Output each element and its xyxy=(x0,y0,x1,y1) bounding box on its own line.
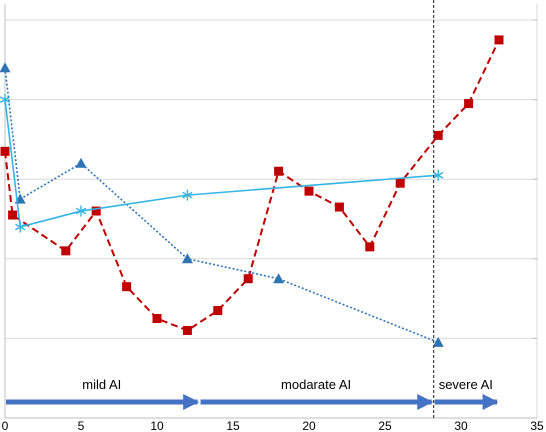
series-line xyxy=(4,67,439,344)
data-point-triangle xyxy=(273,273,285,284)
data-point-square xyxy=(61,246,71,256)
data-point-square xyxy=(334,202,344,212)
severity-label: modarate AI xyxy=(281,377,351,392)
series-line xyxy=(4,39,500,332)
data-point-triangle xyxy=(75,157,87,168)
x-tick-label: 5 xyxy=(78,419,85,432)
asterisk-stroke xyxy=(15,223,26,231)
square-series xyxy=(0,35,504,335)
annotations: mild AI modarate AI severe AI xyxy=(6,0,499,418)
severity-arrow: mild AI xyxy=(6,377,200,411)
x-tick-label: 0 xyxy=(2,419,9,432)
data-point-square xyxy=(122,282,132,292)
asterisk-stroke xyxy=(75,207,87,215)
data-point-square xyxy=(152,314,162,323)
data-point-square xyxy=(464,99,474,109)
data-point-asterisk xyxy=(15,221,26,233)
series-line xyxy=(4,99,439,228)
x-tick-label: 35 xyxy=(530,419,544,432)
data-point-triangle xyxy=(432,336,444,347)
severity-arrow: severe AI xyxy=(434,377,499,411)
data-point-square xyxy=(365,242,375,252)
data-point-triangle xyxy=(181,253,193,264)
data-point-square xyxy=(182,325,192,335)
data-point-square xyxy=(433,130,443,140)
asterisk-stroke xyxy=(433,171,444,179)
data-point-asterisk xyxy=(182,189,193,201)
data-point-square xyxy=(0,146,10,156)
asterisk-stroke xyxy=(182,191,193,199)
series-group xyxy=(0,35,504,347)
x-tick-label: 20 xyxy=(302,419,316,432)
data-point-asterisk xyxy=(75,205,87,217)
data-point-square xyxy=(213,306,223,316)
data-point-square xyxy=(274,166,284,176)
axes: 0 5 10 15 20 25 30 35 xyxy=(2,4,544,432)
data-point-square xyxy=(243,274,253,284)
data-point-square xyxy=(494,35,504,45)
data-point-square xyxy=(304,186,314,196)
asterisk-stroke xyxy=(0,96,11,103)
triangle-series xyxy=(0,62,444,347)
severity-label: severe AI xyxy=(439,377,493,392)
x-tick-label: 10 xyxy=(150,419,164,432)
gridlines xyxy=(5,19,537,339)
data-point-square xyxy=(8,210,18,220)
data-point-triangle xyxy=(0,62,11,73)
data-point-square xyxy=(395,178,405,188)
asterisk-series xyxy=(0,94,444,233)
x-tick-label: 30 xyxy=(454,419,468,432)
x-tick-label: 15 xyxy=(226,419,240,432)
severity-label: mild AI xyxy=(82,377,121,392)
severity-arrow: modarate AI xyxy=(200,377,434,411)
data-point-asterisk xyxy=(433,169,444,181)
data-point-asterisk xyxy=(0,94,11,106)
data-point-square xyxy=(91,206,101,216)
x-tick-label: 25 xyxy=(378,419,392,432)
